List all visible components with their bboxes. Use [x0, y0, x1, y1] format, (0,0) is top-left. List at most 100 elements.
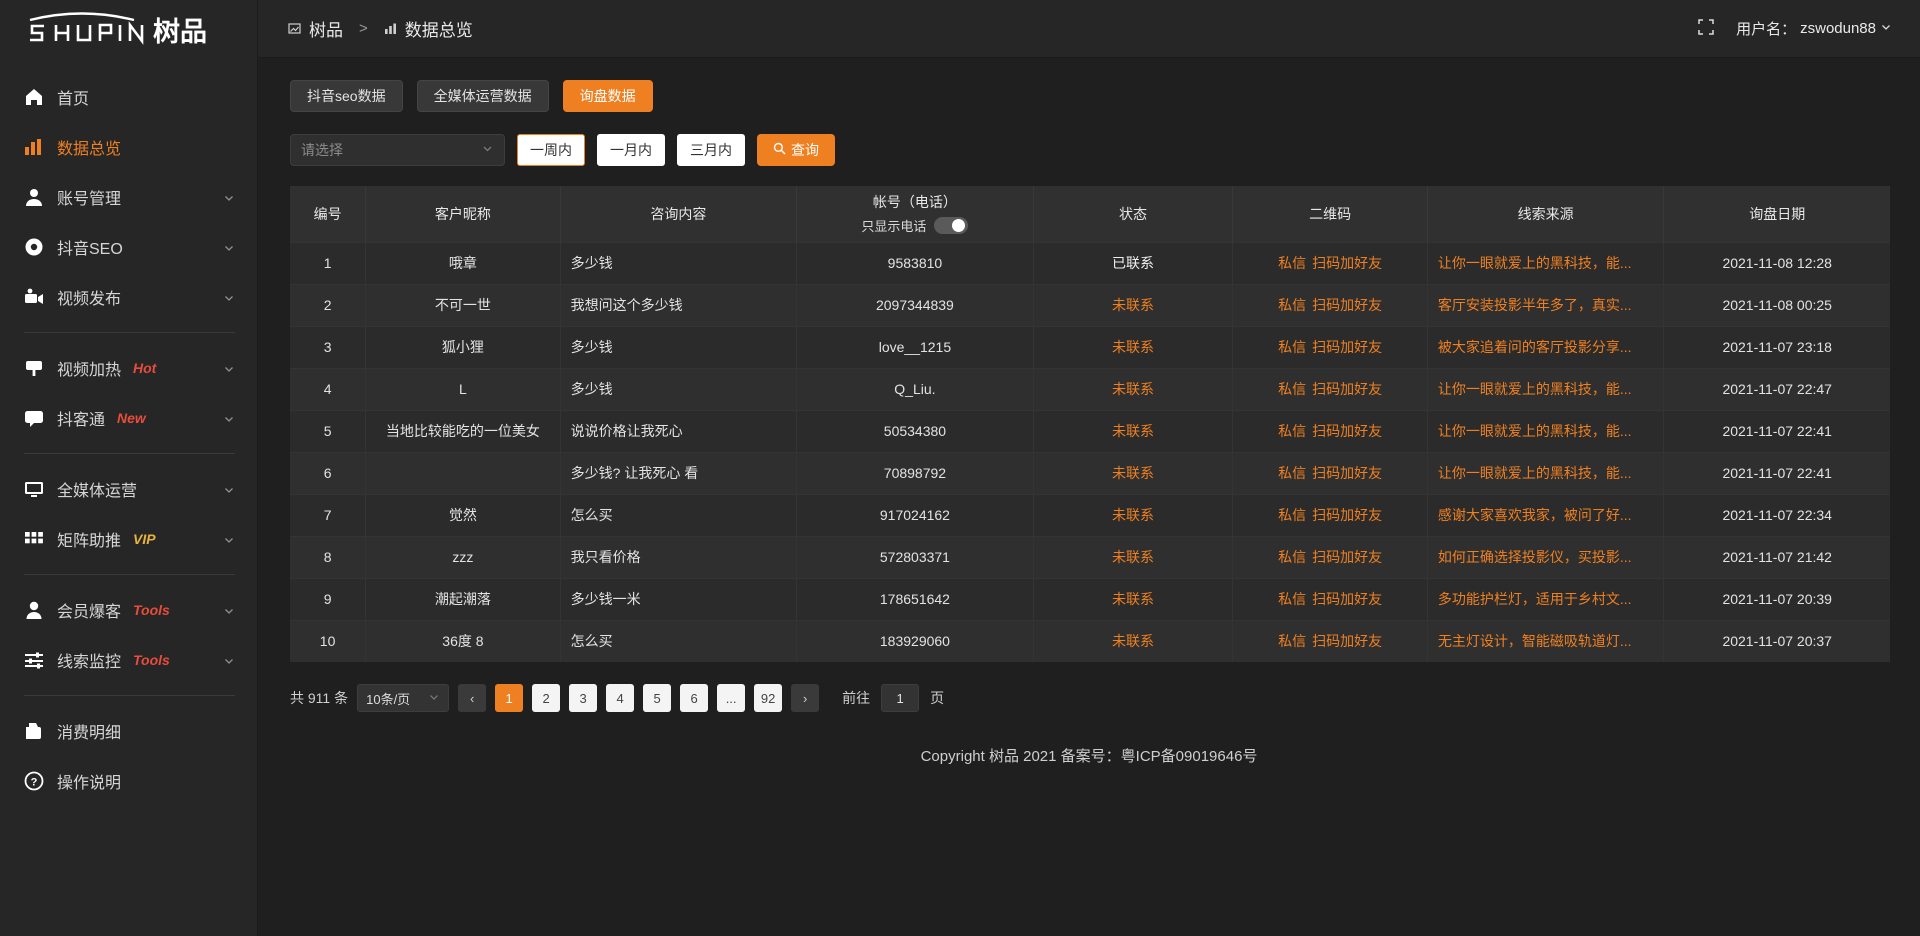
tab-0[interactable]: 抖音seo数据 — [290, 80, 403, 112]
page-...[interactable]: ... — [717, 684, 746, 712]
account-select[interactable]: 请选择 — [290, 134, 505, 166]
fullscreen-icon[interactable] — [1698, 18, 1714, 39]
prev-page-button[interactable]: ‹ — [458, 684, 487, 712]
cell-qrcode[interactable]: 私信 扫码加好友 — [1232, 619, 1428, 662]
tab-2[interactable]: 询盘数据 — [562, 80, 653, 112]
phone-only-toggle[interactable] — [934, 217, 969, 235]
cell-qrcode[interactable]: 私信 扫码加好友 — [1232, 577, 1428, 620]
qr-action-0[interactable]: 私信 — [1278, 633, 1307, 650]
cell-inquiry: 多少钱一米 — [560, 577, 798, 620]
sidebar-item-1[interactable]: 数据总览 — [0, 122, 257, 172]
cell-qrcode[interactable]: 私信 扫码加好友 — [1232, 493, 1428, 536]
col-status: 状态 — [1033, 186, 1234, 242]
breadcrumb: 树品 > 数据总览 — [288, 16, 473, 41]
table-head: 编号 客户昵称 咨询内容 帐号（电话） 只显示电话 — [290, 186, 1890, 242]
source-link[interactable]: 多功能护栏灯，适用于乡村文... — [1437, 591, 1632, 607]
cell-qrcode[interactable]: 私信 扫码加好友 — [1232, 367, 1428, 410]
source-link[interactable]: 如何正确选择投影仪，买投影... — [1437, 549, 1632, 565]
sidebar-item-3[interactable]: 抖音SEO — [0, 222, 257, 272]
breadcrumb-current-icon — [384, 22, 397, 35]
query-button[interactable]: 查询 — [757, 134, 835, 166]
breadcrumb-current-label: 数据总览 — [404, 21, 473, 40]
cell-index: 5 — [290, 409, 367, 452]
page-1[interactable]: 1 — [495, 684, 524, 712]
sidebar-divider — [24, 453, 235, 454]
qr-action-1[interactable]: 扫码加好友 — [1312, 465, 1383, 481]
sidebar-item-15[interactable]: 消费明细 — [0, 706, 257, 756]
inquiry-table: 编号 客户昵称 咨询内容 帐号（电话） 只显示电话 — [290, 186, 1890, 662]
source-link[interactable]: 客厅安装投影半年多了，真实... — [1437, 297, 1632, 313]
qr-action-0[interactable]: 私信 — [1278, 465, 1307, 481]
qr-action-1[interactable]: 扫码加好友 — [1312, 507, 1383, 523]
qr-action-0[interactable]: 私信 — [1278, 255, 1307, 271]
cell-qrcode[interactable]: 私信 扫码加好友 — [1232, 241, 1428, 284]
sidebar-item-12[interactable]: 会员爆客 Tools — [0, 585, 257, 635]
cell-qrcode[interactable]: 私信 扫码加好友 — [1232, 283, 1428, 326]
source-link[interactable]: 让你一眼就爱上的黑科技，能... — [1437, 381, 1632, 397]
date-range-1[interactable]: 一月内 — [597, 134, 665, 166]
source-link[interactable]: 感谢大家喜欢我家，被问了好... — [1437, 507, 1632, 523]
rocket-icon — [24, 358, 44, 378]
page-92[interactable]: 92 — [754, 684, 783, 712]
sidebar-divider — [24, 574, 235, 575]
phone-only-label: 只显示电话 — [861, 219, 927, 235]
cell-qrcode[interactable]: 私信 扫码加好友 — [1232, 451, 1428, 494]
table-row: 10 36度 8 怎么买 183929060 未联系 私信 扫码加好友 无主灯设计，智能磁吸轨… — [290, 619, 1890, 662]
sidebar-item-16[interactable]: ? 操作说明 — [0, 756, 257, 806]
qr-action-1[interactable]: 扫码加好友 — [1312, 339, 1383, 355]
cell-account: Q_Liu. — [796, 367, 1034, 410]
date-range-0[interactable]: 一周内 — [517, 134, 585, 166]
cell-qrcode[interactable]: 私信 扫码加好友 — [1232, 325, 1428, 368]
sidebar-item-7[interactable]: 抖客通 New — [0, 393, 257, 443]
breadcrumb-root-label[interactable]: 树品 — [309, 21, 343, 40]
next-page-button[interactable]: › — [791, 684, 820, 712]
page-4[interactable]: 4 — [606, 684, 635, 712]
source-link[interactable]: 让你一眼就爱上的黑科技，能... — [1437, 255, 1632, 271]
qr-action-0[interactable]: 私信 — [1278, 339, 1307, 355]
cell-nickname: 哦章 — [365, 241, 561, 284]
qr-action-1[interactable]: 扫码加好友 — [1312, 255, 1383, 271]
cell-qrcode[interactable]: 私信 扫码加好友 — [1232, 409, 1428, 452]
qr-action-0[interactable]: 私信 — [1278, 507, 1307, 523]
cell-date: 2021-11-07 20:37 — [1663, 619, 1890, 662]
brand-logo[interactable]: 树品 — [0, 0, 257, 58]
goto-page-input[interactable]: 1 — [881, 684, 920, 712]
qr-action-1[interactable]: 扫码加好友 — [1312, 297, 1383, 313]
sidebar-item-2[interactable]: 账号管理 — [0, 172, 257, 222]
page-3[interactable]: 3 — [569, 684, 598, 712]
qr-action-0[interactable]: 私信 — [1278, 297, 1307, 313]
svg-text:?: ? — [31, 777, 38, 789]
page-2[interactable]: 2 — [532, 684, 561, 712]
source-link[interactable]: 让你一眼就爱上的黑科技，能... — [1437, 423, 1632, 439]
page-5[interactable]: 5 — [643, 684, 672, 712]
source-link[interactable]: 让你一眼就爱上的黑科技，能... — [1437, 465, 1632, 481]
cell-date: 2021-11-07 22:41 — [1663, 409, 1890, 452]
qr-action-0[interactable]: 私信 — [1278, 591, 1307, 607]
page-size-select[interactable]: 10条/页 — [357, 684, 450, 712]
cell-date: 2021-11-07 22:47 — [1663, 367, 1890, 410]
qr-action-0[interactable]: 私信 — [1278, 549, 1307, 565]
date-range-2[interactable]: 三月内 — [677, 134, 745, 166]
cell-qrcode[interactable]: 私信 扫码加好友 — [1232, 535, 1428, 578]
sidebar-item-9[interactable]: 全媒体运营 — [0, 464, 257, 514]
qr-action-1[interactable]: 扫码加好友 — [1312, 549, 1383, 565]
user-menu[interactable]: 用户名： zswodun88 — [1736, 18, 1892, 39]
qr-action-1[interactable]: 扫码加好友 — [1312, 381, 1383, 397]
tab-1[interactable]: 全媒体运营数据 — [416, 80, 549, 112]
qr-action-0[interactable]: 私信 — [1278, 381, 1307, 397]
source-link[interactable]: 无主灯设计，智能磁吸轨道灯... — [1437, 633, 1632, 650]
sidebar-item-10[interactable]: 矩阵助推 VIP — [0, 514, 257, 564]
sidebar-item-0[interactable]: 首页 — [0, 72, 257, 122]
qr-action-1[interactable]: 扫码加好友 — [1312, 423, 1383, 439]
cell-inquiry: 多少钱 — [560, 325, 798, 368]
qr-action-0[interactable]: 私信 — [1278, 423, 1307, 439]
qr-action-1[interactable]: 扫码加好友 — [1312, 591, 1383, 607]
page-6[interactable]: 6 — [680, 684, 709, 712]
cell-date: 2021-11-08 12:28 — [1663, 241, 1890, 284]
cell-inquiry: 说说价格让我死心 — [560, 409, 798, 452]
sidebar-item-13[interactable]: 线索监控 Tools — [0, 635, 257, 685]
qr-action-1[interactable]: 扫码加好友 — [1312, 633, 1383, 650]
source-link[interactable]: 被大家追着问的客厅投影分享... — [1437, 339, 1632, 355]
sidebar-item-4[interactable]: 视频发布 — [0, 272, 257, 322]
sidebar-item-6[interactable]: 视频加热 Hot — [0, 343, 257, 393]
